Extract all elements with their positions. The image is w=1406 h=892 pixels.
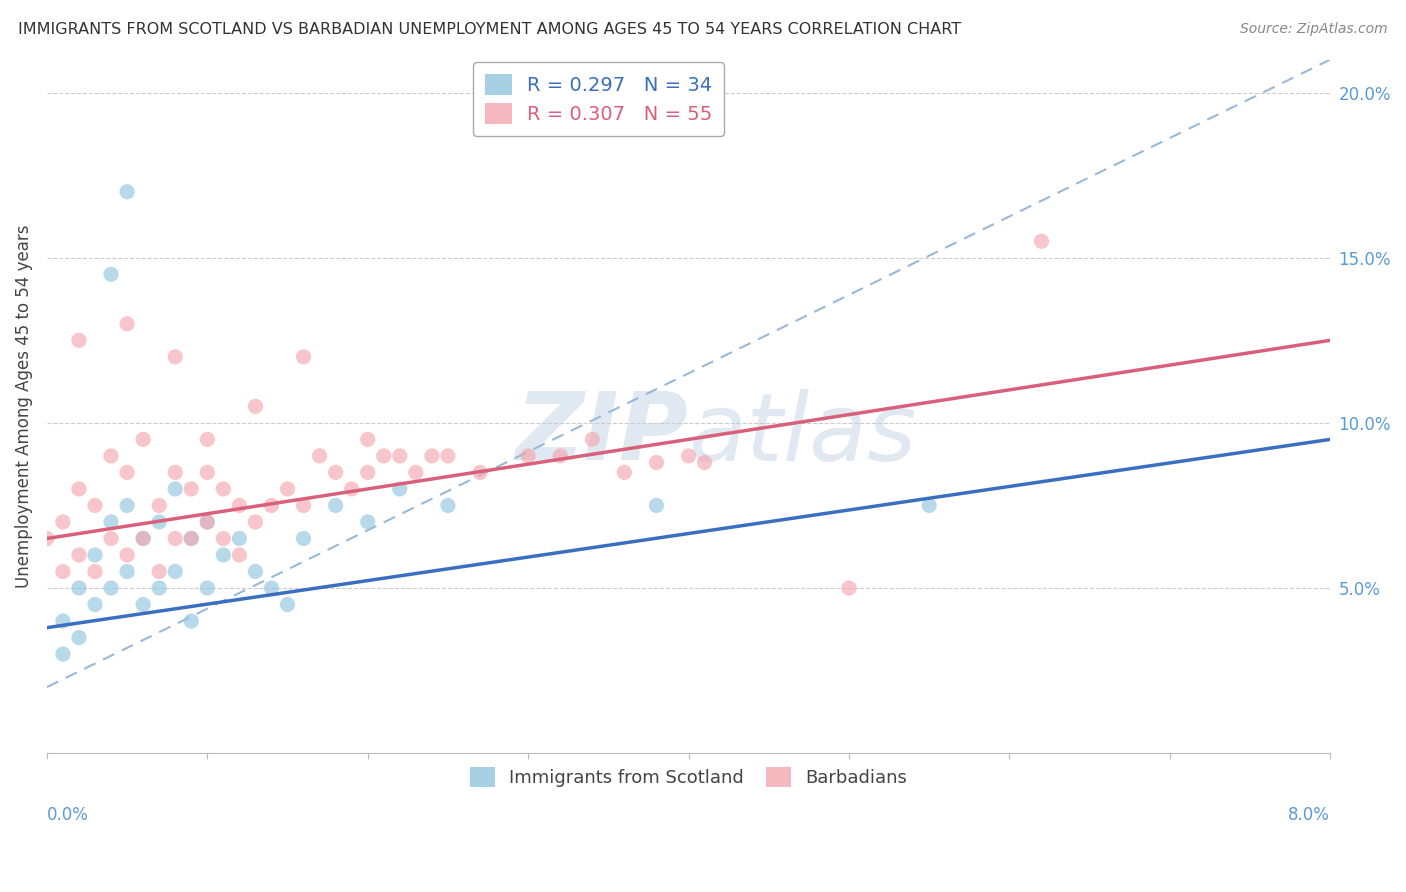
Point	[357, 515, 380, 529]
Point	[52, 647, 75, 661]
Point	[115, 466, 138, 480]
Point	[52, 565, 75, 579]
Point	[115, 548, 138, 562]
Point	[212, 482, 235, 496]
Point	[437, 449, 460, 463]
Point	[388, 482, 411, 496]
Text: 8.0%: 8.0%	[1288, 806, 1330, 824]
Text: ZIP: ZIP	[516, 388, 689, 480]
Point	[195, 581, 218, 595]
Point	[165, 532, 187, 546]
Point	[52, 614, 75, 628]
Point	[581, 433, 603, 447]
Point	[228, 532, 250, 546]
Point	[115, 317, 138, 331]
Point	[276, 482, 298, 496]
Point	[645, 456, 668, 470]
Point	[388, 449, 411, 463]
Point	[165, 350, 187, 364]
Point	[84, 548, 107, 562]
Point	[67, 581, 90, 595]
Point	[67, 482, 90, 496]
Point	[212, 532, 235, 546]
Point	[437, 499, 460, 513]
Point	[148, 515, 170, 529]
Point	[228, 499, 250, 513]
Point	[325, 466, 347, 480]
Point	[195, 433, 218, 447]
Point	[838, 581, 860, 595]
Point	[84, 499, 107, 513]
Point	[67, 334, 90, 348]
Text: IMMIGRANTS FROM SCOTLAND VS BARBADIAN UNEMPLOYMENT AMONG AGES 45 TO 54 YEARS COR: IMMIGRANTS FROM SCOTLAND VS BARBADIAN UN…	[18, 22, 962, 37]
Point	[260, 499, 283, 513]
Point	[67, 548, 90, 562]
Point	[132, 598, 155, 612]
Point	[260, 581, 283, 595]
Point	[292, 499, 315, 513]
Point	[292, 350, 315, 364]
Point	[613, 466, 636, 480]
Point	[212, 548, 235, 562]
Point	[35, 532, 58, 546]
Point	[308, 449, 330, 463]
Point	[132, 532, 155, 546]
Point	[245, 515, 267, 529]
Point	[373, 449, 395, 463]
Point	[84, 565, 107, 579]
Point	[405, 466, 427, 480]
Text: 0.0%: 0.0%	[46, 806, 89, 824]
Point	[100, 267, 122, 281]
Point	[52, 515, 75, 529]
Point	[517, 449, 540, 463]
Text: Source: ZipAtlas.com: Source: ZipAtlas.com	[1240, 22, 1388, 37]
Point	[195, 466, 218, 480]
Point	[84, 598, 107, 612]
Point	[165, 482, 187, 496]
Point	[245, 565, 267, 579]
Text: atlas: atlas	[689, 389, 917, 480]
Point	[165, 466, 187, 480]
Point	[115, 185, 138, 199]
Point	[115, 565, 138, 579]
Point	[325, 499, 347, 513]
Point	[645, 499, 668, 513]
Point	[420, 449, 443, 463]
Point	[180, 482, 202, 496]
Point	[100, 515, 122, 529]
Point	[180, 532, 202, 546]
Y-axis label: Unemployment Among Ages 45 to 54 years: Unemployment Among Ages 45 to 54 years	[15, 225, 32, 588]
Point	[468, 466, 491, 480]
Point	[548, 449, 571, 463]
Point	[180, 532, 202, 546]
Point	[148, 565, 170, 579]
Point	[678, 449, 700, 463]
Point	[228, 548, 250, 562]
Point	[132, 433, 155, 447]
Point	[115, 499, 138, 513]
Point	[132, 532, 155, 546]
Point	[100, 532, 122, 546]
Point	[180, 614, 202, 628]
Legend: Immigrants from Scotland, Barbadians: Immigrants from Scotland, Barbadians	[461, 758, 917, 797]
Point	[245, 400, 267, 414]
Point	[100, 449, 122, 463]
Point	[292, 532, 315, 546]
Point	[1031, 234, 1053, 248]
Point	[67, 631, 90, 645]
Point	[165, 565, 187, 579]
Point	[357, 433, 380, 447]
Point	[340, 482, 363, 496]
Point	[918, 499, 941, 513]
Point	[276, 598, 298, 612]
Point	[195, 515, 218, 529]
Point	[148, 581, 170, 595]
Point	[100, 581, 122, 595]
Point	[195, 515, 218, 529]
Point	[693, 456, 716, 470]
Point	[357, 466, 380, 480]
Point	[148, 499, 170, 513]
